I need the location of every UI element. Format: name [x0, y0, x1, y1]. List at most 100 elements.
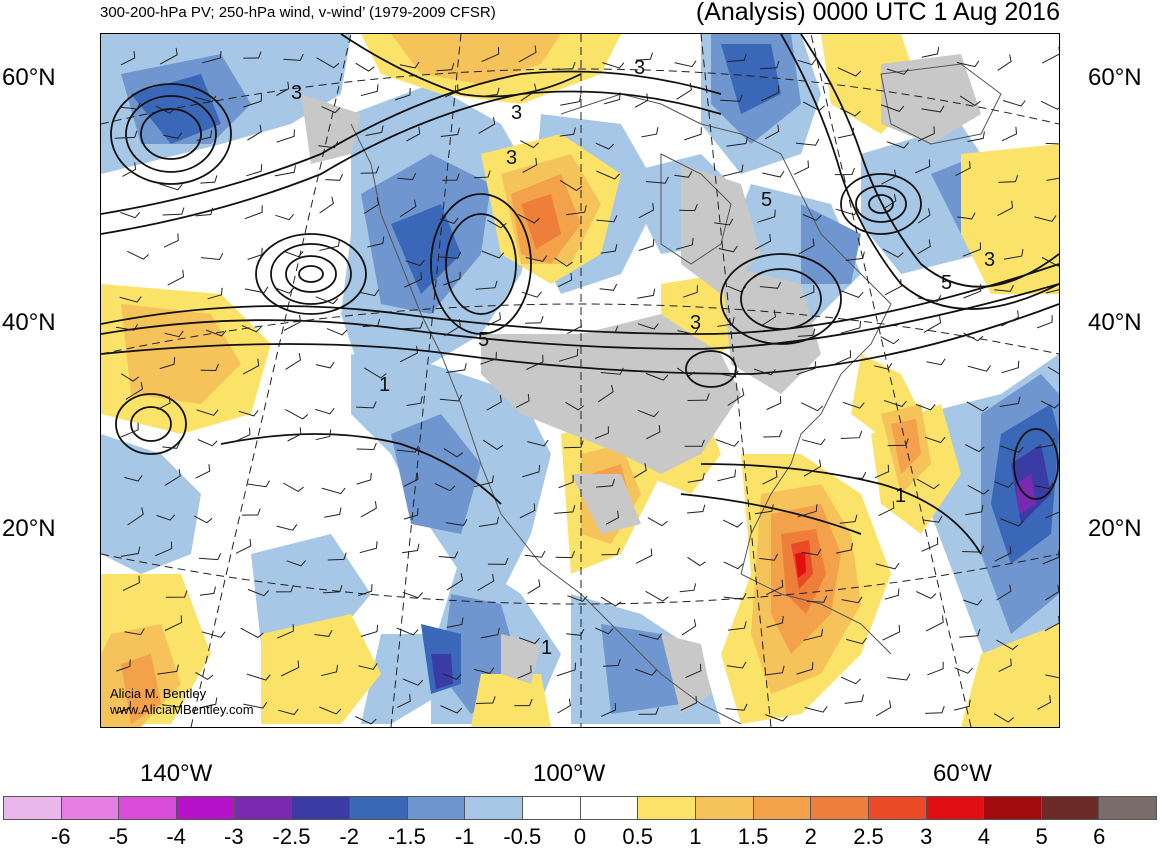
colorbar-swatch — [1099, 797, 1157, 819]
wind-barb — [967, 484, 990, 495]
contour-label: 3 — [984, 249, 995, 271]
wind-barb — [355, 62, 375, 72]
wind-barb — [524, 550, 546, 558]
colorbar-swatch — [638, 797, 696, 819]
wind-barb — [882, 193, 897, 210]
wind-barb — [796, 662, 814, 675]
map-panel: 3 3 3 3 5 5 3 1 1 5 3 1 — [100, 33, 1060, 728]
wind-barb — [358, 584, 373, 597]
wind-barb — [834, 167, 855, 176]
wind-barb — [124, 628, 145, 636]
wind-barb — [244, 286, 269, 294]
wind-barb — [638, 633, 663, 640]
wind-barb — [525, 316, 544, 324]
wind-barb — [487, 219, 507, 229]
wind-barb — [1034, 215, 1057, 222]
wind-barb — [319, 706, 342, 715]
wind-barb — [436, 62, 455, 72]
wind-barb — [916, 591, 937, 599]
wind-barb — [884, 279, 902, 296]
wind-barb — [120, 211, 141, 219]
wind-barb — [765, 579, 784, 596]
wind-barb — [647, 517, 668, 527]
wind-barb — [122, 162, 137, 177]
wind-barb — [633, 463, 647, 479]
contour-label: 1 — [895, 485, 906, 507]
wind-barb — [761, 85, 780, 102]
wind-barb — [596, 170, 620, 180]
wind-barb — [359, 541, 378, 554]
wind-barb — [244, 205, 263, 220]
wind-barb — [518, 637, 540, 645]
colorbar-swatch — [292, 797, 350, 819]
wind-barb — [676, 82, 693, 100]
wind-barb — [554, 505, 576, 514]
colorbar-swatch — [349, 797, 408, 819]
wind-barb — [835, 208, 859, 216]
colorbar-swatch — [811, 797, 869, 819]
wind-barb — [601, 547, 620, 556]
wind-barb — [482, 439, 504, 451]
wind-barb — [963, 332, 984, 342]
wind-barb — [234, 427, 251, 443]
colorbar-swatch — [234, 797, 293, 819]
wind-barb — [356, 472, 372, 485]
wind-barb — [923, 315, 942, 333]
wind-barb — [844, 694, 864, 704]
wind-barb — [881, 169, 897, 185]
wind-barb — [487, 557, 509, 565]
wind-barb — [915, 403, 936, 411]
graticule — [101, 34, 1059, 727]
contour-label-group: 3 3 3 3 5 5 3 1 1 5 3 1 — [291, 57, 995, 659]
wind-barb — [275, 213, 294, 221]
wind-barb — [675, 237, 694, 250]
wind-barb — [167, 269, 185, 286]
wind-barb — [478, 516, 499, 527]
wind-barb — [953, 699, 971, 711]
wind-barb — [1003, 249, 1024, 260]
wind-barb — [880, 104, 905, 112]
wind-barb — [637, 288, 656, 299]
wind-barb — [283, 250, 304, 258]
wind-barb — [727, 53, 747, 62]
wind-barb — [718, 245, 738, 253]
wind-barb — [439, 217, 459, 224]
wind-barb — [276, 129, 295, 143]
wind-barb — [276, 524, 298, 531]
wind-barb — [355, 716, 377, 725]
wind-barb — [796, 361, 816, 375]
wind-barb — [594, 426, 609, 439]
wind-barb — [685, 663, 702, 679]
wind-barb — [645, 372, 669, 381]
wind-barb — [597, 384, 614, 403]
wind-barb — [801, 548, 822, 556]
wind-barb — [635, 548, 653, 564]
wind-barb — [396, 627, 419, 636]
wind-barb — [196, 409, 219, 416]
wind-barb — [514, 698, 533, 707]
wind-barb — [164, 615, 183, 631]
wind-barb — [276, 81, 290, 96]
wind-barb — [439, 394, 463, 402]
map-subtitle: 300-200-hPa PV; 250-hPa wind, v-wind’ (1… — [100, 4, 496, 21]
wind-barb — [917, 239, 931, 255]
wind-barb — [766, 615, 784, 628]
wind-barb — [917, 294, 942, 302]
wind-barb — [875, 562, 900, 570]
wind-barb — [194, 515, 213, 524]
wind-barb — [527, 579, 541, 595]
wind-barb — [315, 361, 335, 369]
wind-barb — [637, 409, 660, 418]
wind-barb — [114, 130, 138, 139]
wind-barb — [520, 83, 537, 102]
wind-barb — [120, 373, 139, 382]
wind-barb — [557, 698, 571, 714]
contour-label: 1 — [541, 637, 552, 659]
wind-barb — [759, 281, 782, 289]
pv-high-gray-fill — [301, 54, 981, 714]
pv-positive-max-fill — [795, 552, 806, 578]
wind-barb — [360, 624, 379, 637]
wind-barb — [1040, 400, 1059, 409]
lat-label-20n-right: 20°N — [1088, 515, 1142, 542]
wind-barb — [246, 164, 263, 177]
